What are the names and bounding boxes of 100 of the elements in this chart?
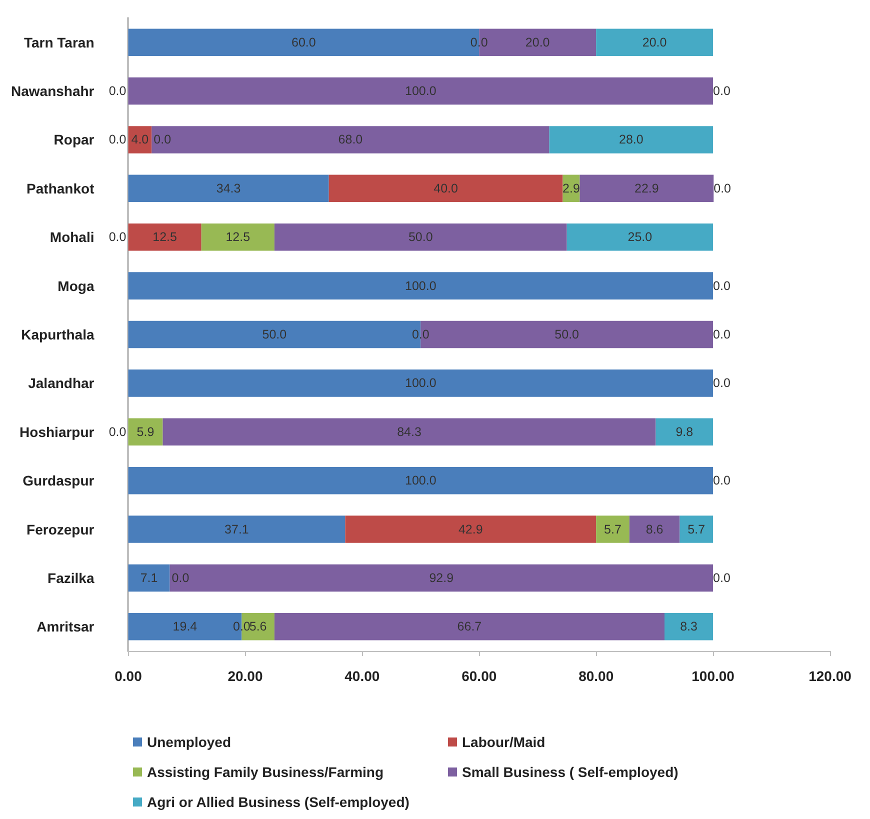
bar	[580, 174, 714, 202]
data-label: 40.0	[434, 181, 458, 196]
data-label: 5.9	[136, 424, 154, 439]
legend-label: Labour/Maid	[462, 734, 546, 750]
bar	[566, 223, 714, 251]
bar	[170, 564, 714, 592]
y-tick-label: Mohali	[50, 229, 94, 246]
data-label: 12.5	[152, 230, 177, 244]
y-tick-label: Gurdaspur	[22, 472, 95, 489]
data-label: 5.7	[604, 522, 622, 536]
data-label: 0.0	[713, 376, 730, 390]
bar	[680, 516, 714, 543]
y-tick-label: Ropar	[54, 132, 95, 148]
bar	[128, 77, 714, 105]
y-tick-label: Ferozepur	[26, 521, 95, 538]
bar	[328, 174, 563, 202]
data-label: 66.7	[457, 620, 482, 634]
data-label: 8.3	[680, 620, 698, 634]
legend-label: Assisting Family Business/Farming	[147, 764, 384, 780]
data-label: 0.0	[713, 84, 730, 98]
y-tick-label: Kapurthala	[21, 326, 94, 342]
bar	[596, 516, 630, 543]
data-label: 100.0	[405, 376, 436, 390]
y-tick-label: Tarn Taran	[24, 34, 94, 50]
bar	[596, 28, 714, 56]
y-tick-label: Pathankot	[26, 180, 95, 196]
x-tick-label: 20.00	[228, 668, 263, 684]
data-label: 5.6	[249, 620, 267, 634]
annotation: 0.0	[172, 570, 190, 585]
x-tick-label: 100.00	[692, 668, 735, 684]
data-label: 0.0	[713, 278, 730, 293]
data-label: 0.0	[713, 474, 730, 488]
data-label: 34.3	[216, 181, 241, 196]
annotation: 0.0	[108, 84, 126, 98]
data-label: 100.0	[405, 474, 436, 488]
x-tick-label: 120.00	[808, 668, 852, 684]
bar	[274, 613, 665, 640]
data-label: 42.9	[458, 522, 483, 536]
data-label: 100.0	[405, 278, 436, 293]
data-label: 20.0	[525, 35, 550, 50]
bar	[345, 516, 596, 543]
data-label: 28.0	[619, 132, 644, 147]
annotation: 0.0	[108, 230, 126, 244]
bar	[664, 613, 714, 640]
y-tick-label: Nawanshahr	[11, 83, 95, 100]
bar	[152, 126, 550, 154]
legend-label: Small Business ( Self-employed)	[462, 764, 678, 780]
bar	[128, 126, 152, 154]
legend-label: Unemployed	[147, 734, 232, 750]
bar	[128, 223, 202, 251]
data-label: 100.0	[405, 84, 436, 98]
y-tick-label: Moga	[58, 278, 94, 294]
data-label: 22.9	[634, 181, 659, 196]
bar	[656, 418, 714, 446]
bar	[162, 418, 656, 446]
data-label: 37.1	[224, 522, 249, 536]
y-tick-label: Jalandhar	[28, 375, 95, 392]
y-tick-label: Fazilka	[48, 570, 94, 586]
data-label: 2.9	[562, 181, 580, 196]
bar	[549, 126, 714, 154]
y-tick-label: Hoshiarpur	[20, 424, 95, 440]
data-label: 50.0	[408, 230, 433, 244]
annotation: 0.0	[470, 35, 488, 50]
bar	[274, 223, 567, 251]
legend-label: Agri or Allied Business (Self-employed)	[147, 794, 410, 810]
annotation: 0.0	[108, 132, 126, 147]
bar	[128, 418, 163, 446]
annotation: 0.0	[154, 132, 172, 147]
y-tick-label: Amritsar	[36, 618, 95, 635]
bar	[128, 174, 329, 202]
annotation: 0.0	[108, 424, 126, 439]
data-label: 9.8	[676, 424, 694, 439]
data-label: 84.3	[397, 424, 422, 439]
bar	[128, 564, 170, 592]
data-label: 68.0	[338, 132, 363, 147]
data-label: 60.0	[292, 35, 316, 50]
bar	[629, 516, 680, 543]
data-label: 8.6	[646, 522, 664, 536]
data-label: 0.0	[713, 570, 730, 585]
bar	[201, 223, 274, 251]
annotation: 0.0	[412, 328, 430, 342]
data-label: 0.0	[714, 181, 732, 196]
bar	[128, 272, 714, 300]
x-tick-label: 40.00	[344, 668, 380, 684]
bar	[128, 516, 346, 543]
x-tick-label: 60.00	[462, 668, 497, 684]
bar	[128, 370, 714, 397]
data-label: 4.0	[131, 132, 149, 147]
data-label: 0.0	[713, 328, 730, 342]
data-label: 7.1	[140, 570, 158, 585]
data-label: 50.0	[262, 328, 287, 342]
data-label: 92.9	[429, 570, 454, 585]
data-label: 19.4	[172, 620, 198, 634]
data-label: 50.0	[554, 328, 580, 342]
data-label: 20.0	[642, 35, 667, 50]
data-label: 12.5	[226, 230, 250, 244]
data-label: 25.0	[628, 230, 652, 244]
data-label: 5.7	[688, 522, 706, 536]
x-tick-label: 0.00	[114, 668, 142, 684]
bar	[128, 466, 714, 494]
